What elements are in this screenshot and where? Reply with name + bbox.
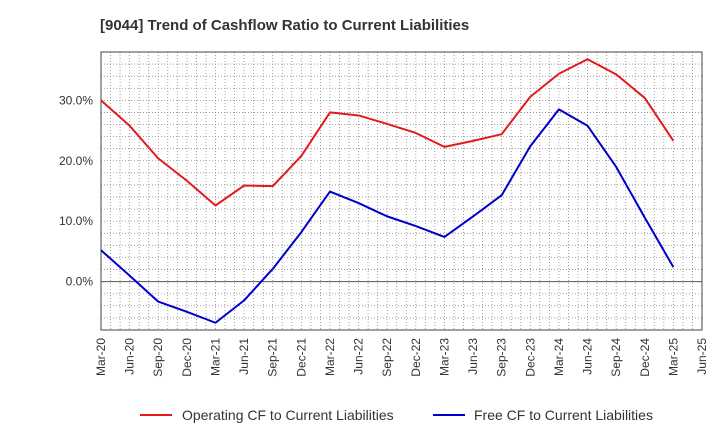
y-tick-label: 10.0% [59,214,93,228]
x-tick-label: Sep-21 [266,338,280,377]
x-tick-label: Mar-20 [94,338,108,376]
x-tick-label: Dec-24 [638,338,652,377]
legend-label-free-cf: Free CF to Current Liabilities [474,407,653,423]
x-tick-label: Dec-20 [180,338,194,377]
x-tick-label: Jun-23 [466,338,480,375]
x-tick-label: Jun-25 [695,338,709,375]
plot-background [101,52,702,330]
x-tick-label: Sep-23 [495,338,509,377]
y-tick-label: 0.0% [66,275,94,289]
x-tick-label: Mar-21 [208,338,222,376]
x-tick-label: Sep-22 [380,338,394,377]
x-tick-label: Sep-20 [151,338,165,377]
x-tick-label: Mar-22 [323,338,337,376]
x-tick-label: Jun-24 [581,338,595,375]
series-line-free-cf [100,108,675,324]
x-tick-label: Jun-21 [237,338,251,375]
x-tick-label: Mar-25 [666,338,680,376]
x-tick-label: Dec-23 [523,338,537,377]
x-tick-label: Mar-24 [552,338,566,376]
x-tick-label: Jun-20 [123,338,137,375]
legend-label-operating-cf: Operating CF to Current Liabilities [182,407,394,423]
series-line-operating-cf [100,58,675,207]
x-tick-label: Mar-23 [437,338,451,376]
plot-frame [100,51,703,331]
y-tick-label: 20.0% [59,154,93,168]
y-tick-label: 30.0% [59,93,93,107]
legend: Operating CF to Current Liabilities Free… [140,407,653,423]
plot-area: 0.0% 10.0% 20.0% 30.0% Mar-20 Jun-20 Sep-20 Dec… [59,51,709,377]
x-tick-label: Jun-22 [352,338,366,375]
x-tick-label: Sep-24 [609,338,623,377]
x-tick-label: Dec-21 [294,338,308,377]
x-tick-label: Dec-22 [409,338,423,377]
chart-title: [9044] Trend of Cashflow Ratio to Curren… [100,17,469,34]
